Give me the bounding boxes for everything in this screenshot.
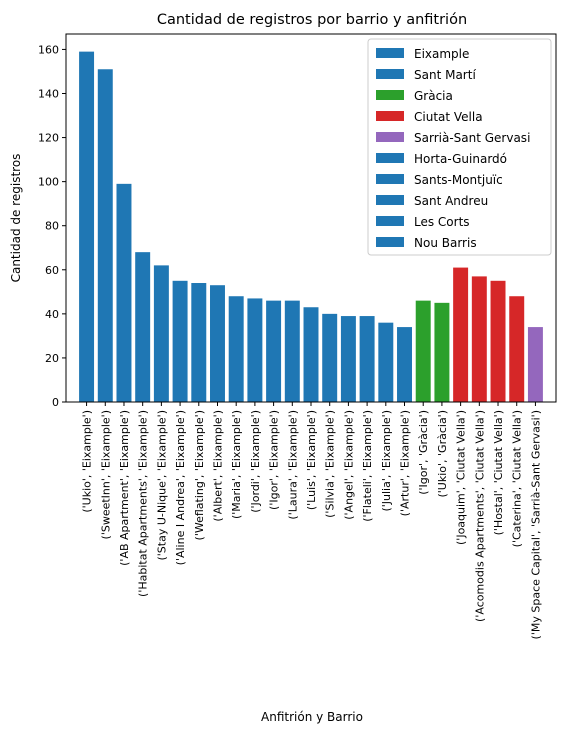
- y-tick-label: 160: [38, 43, 59, 56]
- bar: [154, 265, 169, 402]
- x-tick-label: ('Ukio', 'Gràcia'): [436, 410, 449, 498]
- x-tick-label: ('Albert', 'Eixample'): [211, 410, 224, 522]
- bar: [397, 327, 412, 402]
- bar: [416, 301, 431, 402]
- x-tick-label: ('Artur', 'Eixample'): [399, 410, 412, 516]
- legend-swatch: [376, 153, 404, 163]
- bar: [210, 285, 225, 402]
- x-tick-label: ('Julia', 'Eixample'): [380, 410, 393, 512]
- y-tick-label: 100: [38, 176, 59, 189]
- bar: [341, 316, 356, 402]
- x-tick-label: ('Hostal', 'Ciutat Vella'): [492, 410, 505, 535]
- x-tick-label: ('Ukio', 'Eixample'): [81, 410, 94, 513]
- chart-title: Cantidad de registros por barrio y anfit…: [157, 12, 467, 28]
- x-tick-label: ('Caterina', 'Ciutat Vella'): [511, 410, 524, 547]
- y-tick-label: 140: [38, 87, 59, 100]
- legend-swatch: [376, 216, 404, 226]
- x-tick-label: ('My Space Capital', 'Sarrià-Sant Gervas…: [529, 410, 542, 639]
- legend-label: Les Corts: [414, 215, 470, 229]
- bar: [98, 69, 113, 402]
- bar: [304, 307, 319, 402]
- x-tick-label: ('Joaquim', 'Ciutat Vella'): [455, 410, 468, 545]
- bar: [173, 281, 188, 402]
- x-tick-label: ('Luis', 'Eixample'): [305, 410, 318, 510]
- legend-swatch: [376, 174, 404, 184]
- legend-label: Eixample: [414, 47, 469, 61]
- bar: [191, 283, 206, 402]
- x-tick-label: ('SweetInn', 'Eixample'): [99, 410, 112, 539]
- legend-label: Gràcia: [414, 89, 453, 103]
- y-tick-label: 60: [45, 264, 59, 277]
- x-tick-label: ('Angel', 'Eixample'): [342, 410, 355, 520]
- x-tick-label: ('Jordi', 'Eixample'): [249, 410, 262, 513]
- bar: [135, 252, 150, 402]
- legend-label: Nou Barris: [414, 236, 477, 250]
- bar: [247, 298, 262, 402]
- x-tick-label: ('Stay U-Nique', 'Eixample'): [155, 410, 168, 561]
- legend-label: Sarrià-Sant Gervasi: [414, 131, 530, 145]
- bar: [509, 296, 524, 402]
- bar: [378, 323, 393, 402]
- bar: [360, 316, 375, 402]
- x-tick-label: ('Flateli', 'Eixample'): [361, 410, 374, 522]
- x-tick-label: ('Igor', 'Eixample'): [268, 410, 281, 510]
- x-tick-label: ('Weflating', 'Eixample'): [193, 410, 206, 540]
- bar: [434, 303, 449, 402]
- legend-label: Horta-Guinardó: [414, 152, 507, 166]
- legend-swatch: [376, 195, 404, 205]
- x-tick-label: ('Silvia', 'Eixample'): [324, 410, 337, 518]
- y-tick-label: 0: [52, 396, 59, 409]
- legend: Eixample Sant Martí Gràcia Ciutat Vella Sarr…: [368, 39, 551, 255]
- bar: [528, 327, 543, 402]
- x-tick-label: ('Acomodis Apartments', 'Ciutat Vella'): [473, 410, 486, 622]
- bar: [116, 184, 131, 402]
- x-tick-label: ('Aline I Andrea', 'Eixample'): [174, 410, 187, 565]
- bar: [472, 276, 487, 402]
- legend-label: Sant Andreu: [414, 194, 488, 208]
- legend-label: Ciutat Vella: [414, 110, 483, 124]
- legend-label: Sant Martí: [414, 68, 476, 82]
- x-tick-label: ('Habitat Apartments', 'Eixample'): [137, 410, 150, 597]
- x-tick-label: ('Laura', 'Eixample'): [286, 410, 299, 520]
- x-tick-label: ('Maria', 'Eixample'): [230, 410, 243, 519]
- legend-swatch: [376, 90, 404, 100]
- legend-swatch: [376, 48, 404, 58]
- y-tick-label: 80: [45, 220, 59, 233]
- legend-swatch: [376, 237, 404, 247]
- bar: [266, 301, 281, 402]
- y-axis-label: Cantidad de registros: [9, 154, 23, 283]
- bar: [491, 281, 506, 402]
- bar: [229, 296, 244, 402]
- x-tick-label: ('Igor', 'Gràcia'): [417, 410, 430, 495]
- bar: [79, 52, 94, 402]
- legend-swatch: [376, 69, 404, 79]
- legend-swatch: [376, 132, 404, 142]
- x-tick-label: ('AB Apartment', 'Eixample'): [118, 410, 131, 566]
- legend-swatch: [376, 111, 404, 121]
- y-tick-label: 40: [45, 308, 59, 321]
- bar: [453, 268, 468, 402]
- legend-label: Sants-Montjuïc: [414, 173, 503, 187]
- y-tick-label: 20: [45, 352, 59, 365]
- bar: [285, 301, 300, 402]
- x-axis-label: Anfitrión y Barrio: [261, 710, 363, 724]
- bar: [322, 314, 337, 402]
- y-tick-label: 120: [38, 132, 59, 145]
